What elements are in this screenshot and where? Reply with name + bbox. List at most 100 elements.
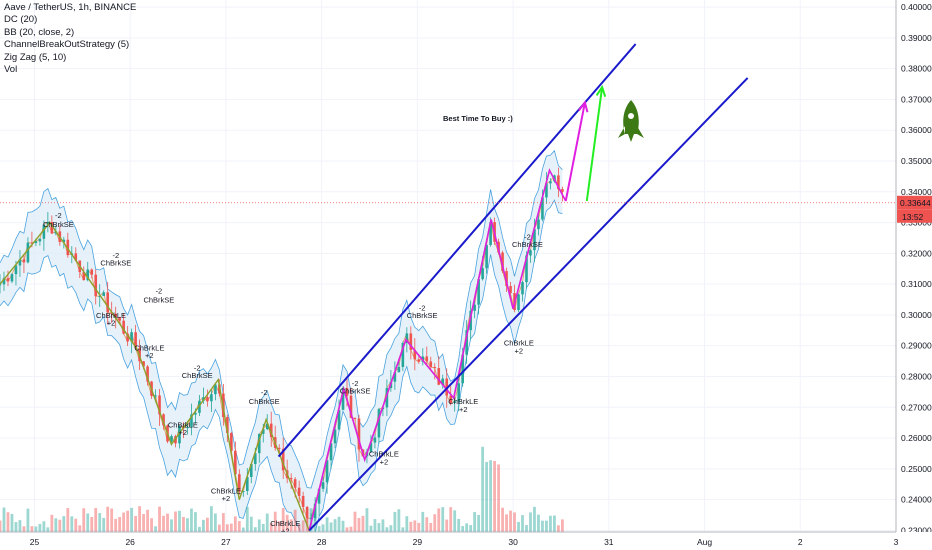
- candle-body: [253, 453, 257, 465]
- signal-label: ChBrkLE: [134, 343, 164, 352]
- legend-dc[interactable]: DC (20): [4, 14, 38, 26]
- volume-bar: [130, 507, 134, 532]
- volume-bar: [409, 521, 413, 532]
- signal-label: ChBrkLE: [369, 450, 399, 459]
- candle-body: [10, 274, 14, 282]
- legend-symbol[interactable]: Aave / TetherUS, 1h, BINANCE: [4, 2, 137, 13]
- volume-bar: [233, 516, 237, 532]
- candle-body: [437, 368, 441, 385]
- candle-body: [561, 189, 564, 192]
- volume-bar: [361, 515, 365, 532]
- candle-body: [477, 279, 480, 305]
- candle-body: [385, 388, 389, 408]
- volume-bar: [10, 513, 14, 532]
- volume-bar: [289, 519, 293, 532]
- candle-body: [509, 286, 512, 294]
- volume-bar: [405, 516, 409, 532]
- volume-bar: [118, 517, 122, 532]
- volume-bar: [293, 509, 297, 532]
- x-tick-label: 27: [221, 537, 231, 547]
- volume-bar: [333, 519, 337, 532]
- volume-bar: [325, 517, 329, 532]
- candle-body: [82, 272, 86, 281]
- annotation-text: Best Time To Buy :): [443, 114, 513, 123]
- volume-bar: [66, 508, 70, 532]
- volume-bar: [497, 464, 500, 532]
- bollinger-lower-line: [0, 199, 563, 550]
- candle-body: [86, 269, 90, 281]
- y-tick-label: 0.34000: [901, 187, 932, 197]
- volume-bar: [345, 527, 349, 532]
- candle-body: [401, 343, 405, 367]
- signal-quantity: -2: [112, 251, 119, 260]
- volume-bar: [150, 518, 153, 532]
- volume-bar: [429, 522, 433, 532]
- candle-body: [521, 282, 524, 295]
- volume-bar: [365, 508, 369, 532]
- y-tick-label: 0.26000: [901, 433, 932, 443]
- volume-bar: [501, 507, 504, 532]
- volume-bar: [174, 511, 177, 532]
- volume-bar: [90, 517, 94, 532]
- volume-bar: [46, 527, 50, 532]
- countdown-tag: [897, 209, 932, 223]
- volume-bar: [481, 446, 485, 532]
- candle-body: [190, 414, 193, 427]
- signal-label: ChBrkLE: [211, 487, 241, 496]
- volume-bar: [385, 527, 389, 532]
- signal-quantity: -2: [156, 286, 163, 295]
- candle-body: [393, 372, 397, 382]
- candle-body: [341, 388, 345, 410]
- volume-bar: [357, 517, 361, 532]
- volume-bar: [26, 508, 30, 532]
- x-tick-label: 31: [604, 537, 614, 547]
- candle-body: [313, 503, 317, 519]
- candle-body: [186, 426, 189, 429]
- candle-body: [102, 292, 106, 296]
- candle-body: [214, 384, 217, 395]
- legend-strategy[interactable]: ChannelBreakOutStrategy (5): [4, 39, 130, 51]
- candle-body: [377, 409, 381, 438]
- volume-bar: [341, 520, 345, 532]
- candle-body: [134, 332, 137, 348]
- volume-bar: [158, 506, 161, 532]
- legend-vol[interactable]: Vol: [4, 64, 18, 76]
- legend-zigzag[interactable]: Zig Zag (5, 10): [4, 51, 67, 63]
- volume-bar: [445, 519, 449, 532]
- volume-bar: [377, 523, 381, 532]
- volume-bar: [545, 520, 548, 532]
- candle-body: [46, 222, 50, 225]
- x-tick-label: 29: [413, 537, 423, 547]
- volume-bar: [134, 516, 138, 532]
- y-tick-label: 0.30000: [901, 310, 932, 320]
- volume-bar: [122, 512, 126, 532]
- volume-bar: [493, 460, 496, 532]
- candle-body: [154, 395, 157, 397]
- volume-bar: [249, 516, 253, 532]
- volume-bar: [82, 508, 86, 532]
- y-tick-label: 0.29000: [901, 341, 932, 351]
- candle-body: [106, 292, 109, 313]
- legend-bb[interactable]: BB (20, close, 2): [4, 26, 75, 38]
- candle-body: [317, 488, 321, 504]
- volume-bar: [114, 518, 118, 532]
- candle-body: [345, 388, 349, 396]
- candle-body: [22, 259, 26, 263]
- y-tick-label: 0.27000: [901, 402, 932, 412]
- volume-bar: [198, 526, 201, 532]
- signal-quantity: +2: [107, 319, 116, 328]
- volume-bar: [453, 510, 457, 532]
- x-tick-label: Aug: [697, 537, 712, 547]
- channel-upper-line: [277, 43, 637, 458]
- volume-bar: [142, 514, 145, 532]
- candle-body: [126, 333, 129, 342]
- forecast-green-arrow-head: [595, 84, 607, 97]
- volume-bar: [6, 512, 10, 532]
- rocket-icon: [618, 100, 644, 142]
- volume-bar: [213, 513, 217, 532]
- volume-bar: [138, 506, 142, 532]
- volume-bar: [269, 522, 273, 532]
- volume-bar: [421, 511, 425, 532]
- signal-quantity: -2: [352, 379, 359, 388]
